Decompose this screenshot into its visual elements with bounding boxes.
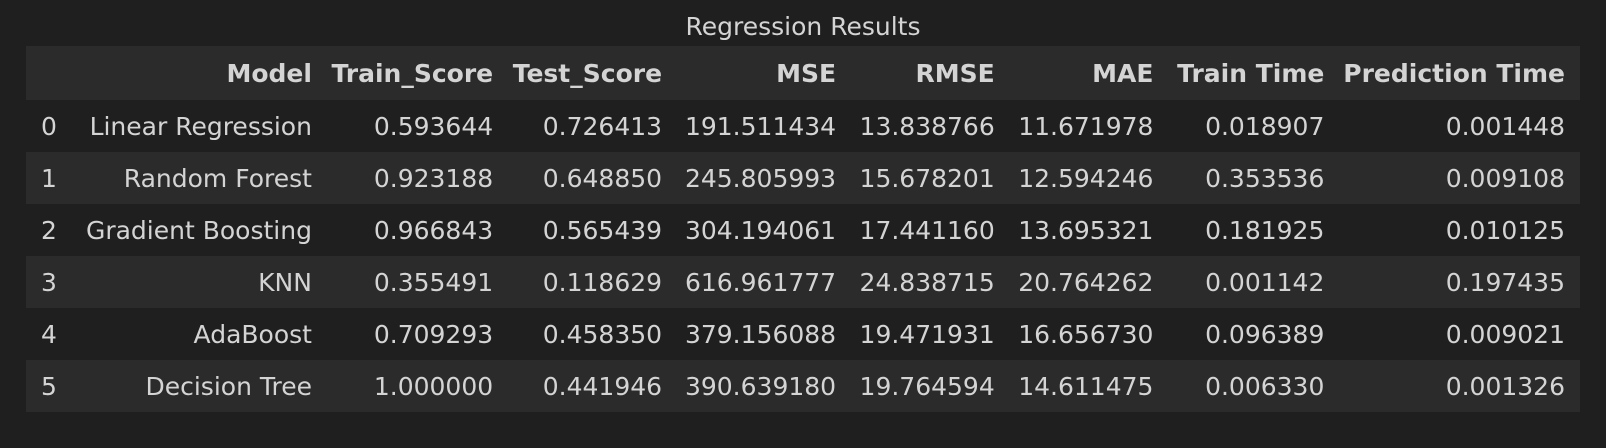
table-row: 3 KNN 0.355491 0.118629 616.961777 24.83…: [26, 256, 1580, 308]
cell-mse: 390.639180: [684, 371, 837, 401]
header-train-time: Train Time: [1177, 58, 1325, 88]
cell-model: AdaBoost: [193, 319, 312, 349]
cell-mse: 379.156088: [684, 319, 837, 349]
cell-rmse: 13.838766: [859, 111, 995, 141]
cell-mse: 191.511434: [684, 111, 837, 141]
results-table-container: Regression Results Model Train_Score Tes…: [26, 8, 1580, 412]
row-index: 0: [41, 111, 57, 141]
cell-prediction-time: 0.010125: [1445, 215, 1565, 245]
cell-model: Decision Tree: [145, 371, 312, 401]
cell-rmse: 19.764594: [859, 371, 995, 401]
cell-mae: 20.764262: [1018, 267, 1154, 297]
cell-test-score: 0.458350: [542, 319, 663, 349]
table-row: 2 Gradient Boosting 0.966843 0.565439 30…: [26, 204, 1580, 256]
row-index: 5: [41, 371, 57, 401]
row-index: 3: [41, 267, 57, 297]
cell-train-time: 0.018907: [1205, 111, 1325, 141]
cell-prediction-time: 0.009021: [1445, 319, 1565, 349]
header-index: [26, 46, 77, 100]
cell-mae: 11.671978: [1018, 111, 1154, 141]
cell-rmse: 19.471931: [859, 319, 995, 349]
cell-prediction-time: 0.197435: [1445, 267, 1565, 297]
cell-train-score: 0.593644: [373, 111, 494, 141]
header-prediction-time: Prediction Time: [1343, 58, 1565, 88]
cell-rmse: 15.678201: [859, 163, 995, 193]
cell-model: KNN: [258, 267, 312, 297]
header-model: Model: [226, 58, 312, 88]
table-caption: Regression Results: [685, 12, 921, 41]
cell-test-score: 0.118629: [542, 267, 663, 297]
header-mae: MAE: [1092, 58, 1154, 88]
cell-train-score: 1.000000: [373, 371, 494, 401]
results-table: Model Train_Score Test_Score MSE RMSE MA…: [26, 46, 1580, 412]
table-row: 0 Linear Regression 0.593644 0.726413 19…: [26, 100, 1580, 152]
cell-mae: 14.611475: [1018, 371, 1154, 401]
cell-rmse: 24.838715: [859, 267, 995, 297]
header-test-score: Test_Score: [512, 58, 663, 88]
header-row: Model Train_Score Test_Score MSE RMSE MA…: [26, 46, 1580, 100]
cell-test-score: 0.565439: [542, 215, 663, 245]
row-index: 1: [41, 163, 57, 193]
cell-mae: 16.656730: [1018, 319, 1154, 349]
table-row: 5 Decision Tree 1.000000 0.441946 390.63…: [26, 360, 1580, 412]
cell-test-score: 0.726413: [542, 111, 663, 141]
cell-mae: 12.594246: [1018, 163, 1154, 193]
cell-train-time: 0.353536: [1205, 163, 1325, 193]
cell-prediction-time: 0.001326: [1445, 371, 1565, 401]
header-mse: MSE: [776, 58, 837, 88]
cell-train-time: 0.181925: [1205, 215, 1325, 245]
cell-mse: 304.194061: [684, 215, 837, 245]
table-row: 1 Random Forest 0.923188 0.648850 245.80…: [26, 152, 1580, 204]
cell-mse: 245.805993: [684, 163, 837, 193]
cell-test-score: 0.441946: [542, 371, 663, 401]
cell-prediction-time: 0.009108: [1445, 163, 1565, 193]
cell-train-score: 0.355491: [373, 267, 494, 297]
cell-train-time: 0.096389: [1205, 319, 1325, 349]
cell-train-time: 0.001142: [1205, 267, 1325, 297]
cell-rmse: 17.441160: [859, 215, 995, 245]
table-row: 4 AdaBoost 0.709293 0.458350 379.156088 …: [26, 308, 1580, 360]
row-index: 2: [41, 215, 57, 245]
cell-train-score: 0.709293: [373, 319, 494, 349]
cell-model: Random Forest: [123, 163, 312, 193]
header-train-score: Train_Score: [331, 58, 494, 88]
cell-train-score: 0.966843: [373, 215, 494, 245]
cell-train-time: 0.006330: [1205, 371, 1325, 401]
cell-mse: 616.961777: [684, 267, 837, 297]
cell-test-score: 0.648850: [542, 163, 663, 193]
cell-train-score: 0.923188: [373, 163, 494, 193]
header-rmse: RMSE: [915, 58, 995, 88]
cell-mae: 13.695321: [1018, 215, 1154, 245]
cell-prediction-time: 0.001448: [1445, 111, 1565, 141]
cell-model: Linear Regression: [89, 111, 312, 141]
cell-model: Gradient Boosting: [85, 215, 312, 245]
row-index: 4: [41, 319, 57, 349]
